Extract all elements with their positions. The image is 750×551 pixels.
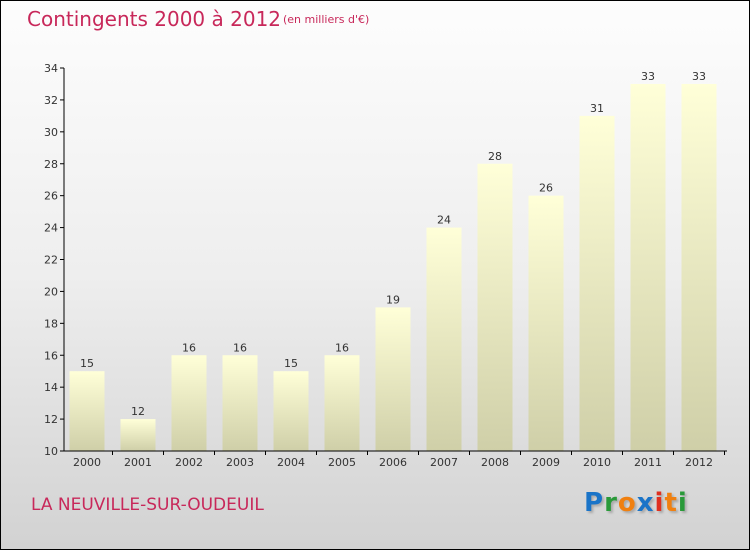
y-tick-label: 32 [44, 94, 58, 107]
x-tick-label: 2002 [175, 456, 203, 469]
data-label: 16 [335, 341, 349, 354]
x-tick-label: 2004 [277, 456, 305, 469]
y-tick-label: 12 [44, 413, 58, 426]
y-tick-label: 34 [44, 62, 58, 75]
commune-name: LA NEUVILLE-SUR-OUDEUIL [31, 495, 264, 515]
x-tick-label: 2005 [328, 456, 356, 469]
data-label: 16 [233, 341, 247, 354]
y-tick-label: 14 [44, 381, 58, 394]
bar [171, 355, 207, 451]
x-tick-label: 2012 [685, 456, 713, 469]
data-label: 33 [641, 70, 655, 83]
bar [324, 355, 360, 451]
bar [477, 163, 513, 451]
y-tick-label: 10 [44, 445, 58, 458]
bar [426, 227, 462, 451]
data-label: 31 [590, 102, 604, 115]
x-tick-label: 2003 [226, 456, 254, 469]
y-tick-label: 16 [44, 349, 58, 362]
bar [579, 115, 615, 451]
x-tick-label: 2000 [73, 456, 101, 469]
data-label: 15 [80, 357, 94, 370]
x-tick-label: 2008 [481, 456, 509, 469]
data-label: 26 [539, 182, 553, 195]
data-label: 28 [488, 150, 502, 163]
bar [222, 355, 258, 451]
x-tick-label: 2009 [532, 456, 560, 469]
data-label: 19 [386, 293, 400, 306]
y-tick-label: 26 [44, 190, 58, 203]
data-label: 12 [131, 405, 145, 418]
y-tick-label: 24 [44, 222, 58, 235]
bar [120, 419, 156, 451]
bar [273, 371, 309, 451]
bar [528, 195, 564, 451]
chart-title: Contingents 2000 à 2012 [27, 7, 282, 31]
y-tick-label: 20 [44, 285, 58, 298]
data-label: 15 [284, 357, 298, 370]
y-tick-label: 30 [44, 126, 58, 139]
bar [630, 83, 666, 451]
bar [69, 371, 105, 451]
y-tick-label: 18 [44, 317, 58, 330]
x-tick-label: 2010 [583, 456, 611, 469]
y-tick-label: 22 [44, 254, 58, 267]
bar [375, 307, 411, 451]
bar [681, 83, 717, 451]
proxiti-logo: Proxiti [584, 488, 688, 518]
data-label: 33 [692, 70, 706, 83]
x-tick-label: 2011 [634, 456, 662, 469]
chart-subtitle: (en milliers d'€) [283, 13, 370, 26]
y-tick-label: 28 [44, 158, 58, 171]
x-tick-label: 2001 [124, 456, 152, 469]
data-label: 24 [437, 214, 451, 227]
data-label: 16 [182, 341, 196, 354]
x-tick-label: 2007 [430, 456, 458, 469]
x-tick-label: 2006 [379, 456, 407, 469]
